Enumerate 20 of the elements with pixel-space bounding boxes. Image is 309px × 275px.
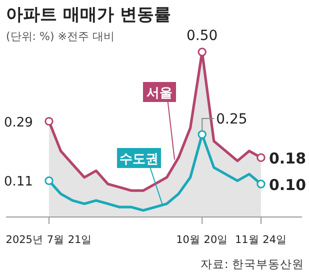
series-label: 서울	[146, 86, 172, 101]
point	[256, 153, 266, 162]
point	[198, 48, 206, 56]
data-label: 0.29	[4, 115, 33, 130]
x-tick-label: 10월 20일	[176, 234, 228, 246]
point	[44, 116, 54, 126]
data-label: 0.25	[216, 112, 248, 128]
x-tick-label: 11월 24일	[234, 234, 288, 246]
point	[198, 130, 206, 139]
x-tick-label: 2025년 7월 21일	[6, 234, 92, 246]
data-label: 0.18	[269, 150, 306, 168]
text: 자료: 한국부동산원	[200, 257, 304, 271]
text: 수도권	[120, 152, 158, 167]
point	[256, 180, 266, 188]
chart-subtitle: (단위: %) ※전주 대비	[6, 30, 114, 43]
point	[44, 176, 54, 186]
chart-title: 아파트 매매가 변동률	[6, 5, 171, 25]
data-label: 0.50	[186, 28, 218, 44]
data-label: 0.11	[4, 174, 33, 190]
data-label: 0.10	[269, 176, 306, 194]
